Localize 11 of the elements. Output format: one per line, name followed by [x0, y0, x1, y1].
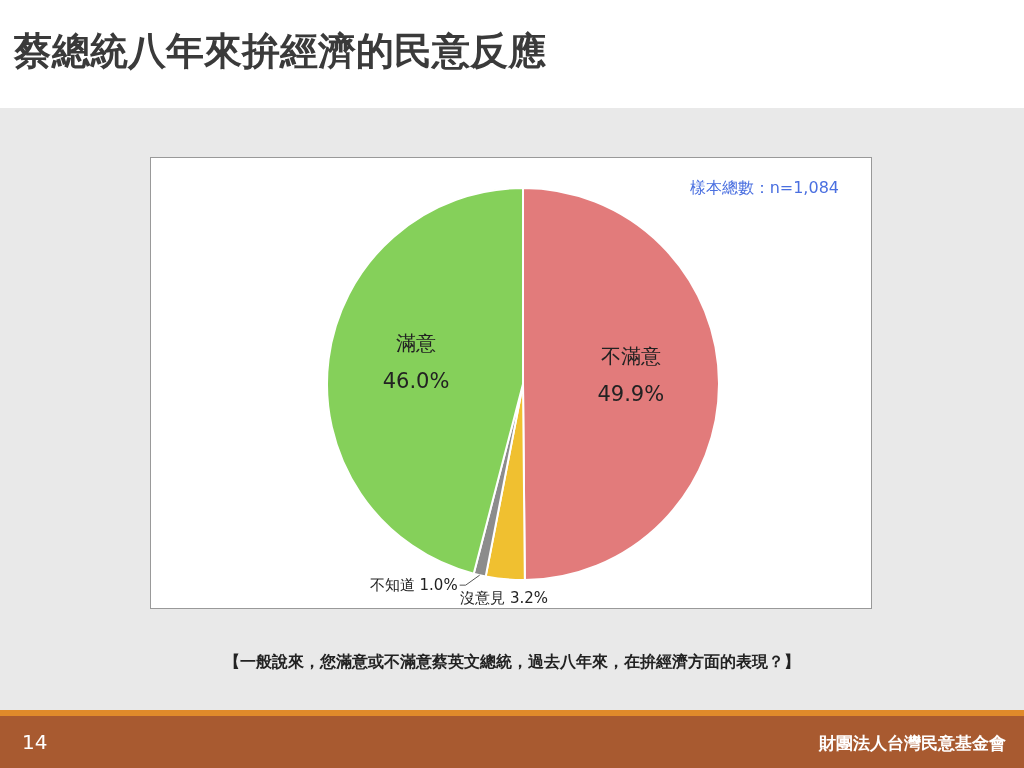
data-label: 49.9%	[597, 382, 665, 407]
data-label: 46.0%	[382, 369, 450, 394]
slice-label: 滿意	[396, 331, 437, 356]
chart-title: 蔡總統八年來拚經濟的民意反應	[14, 28, 546, 75]
slice-label: 不滿意	[600, 344, 661, 369]
text: 樣本總數：n=1,084	[689, 178, 839, 199]
slice-label: 不知道 1.0%	[369, 576, 458, 595]
text: 【一般說來，您滿意或不滿意蔡英文總統，過去八年來，在拚經濟方面的表現？】	[223, 652, 801, 673]
text: 14	[22, 730, 48, 754]
slice-label: 沒意見 3.2%	[460, 589, 549, 608]
text: 財團法人台灣民意基金會	[819, 732, 1006, 755]
